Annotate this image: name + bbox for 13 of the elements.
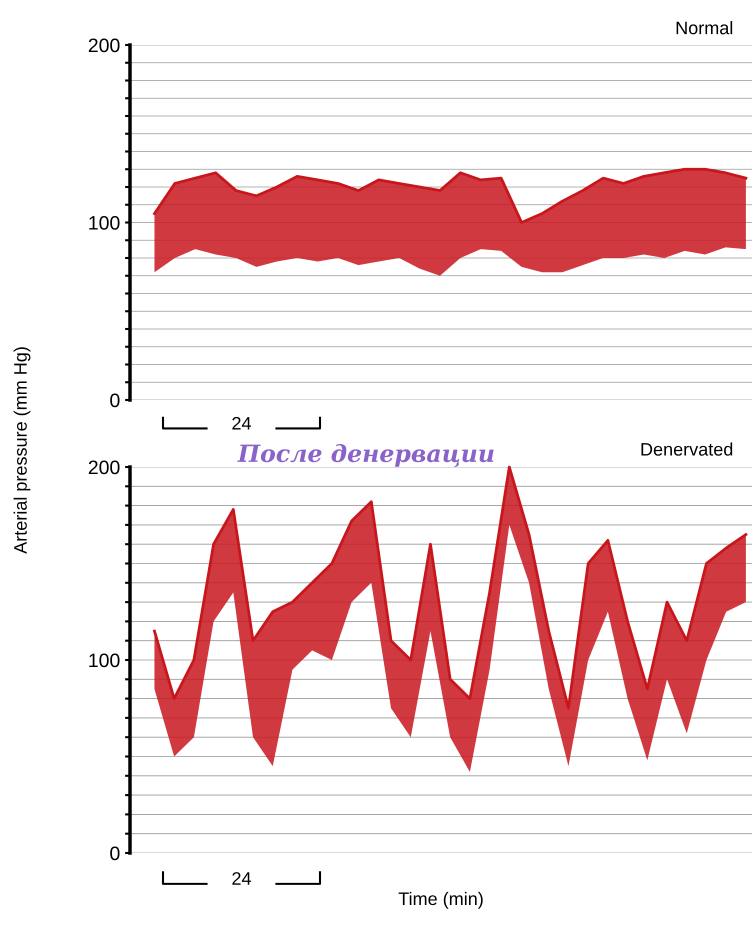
chart-title: Normal xyxy=(676,21,732,34)
y-tick-label: 0 xyxy=(110,393,120,408)
y-tick-label: 200 xyxy=(88,38,120,52)
text: 24 xyxy=(232,872,252,885)
y-tick-label: 0 xyxy=(110,846,120,860)
chart-subtitle: После денервации xyxy=(237,444,494,467)
text: 24 xyxy=(232,416,252,430)
chart-title: Denervated xyxy=(641,442,732,456)
y-tick-label: 100 xyxy=(89,216,120,230)
y-tick-label: 200 xyxy=(88,460,120,474)
y-tick-label: 100 xyxy=(89,653,120,668)
y-axis-title: Arterial pressure (mm Hg) xyxy=(14,347,30,554)
x-axis-title: Time (min) xyxy=(398,892,483,909)
